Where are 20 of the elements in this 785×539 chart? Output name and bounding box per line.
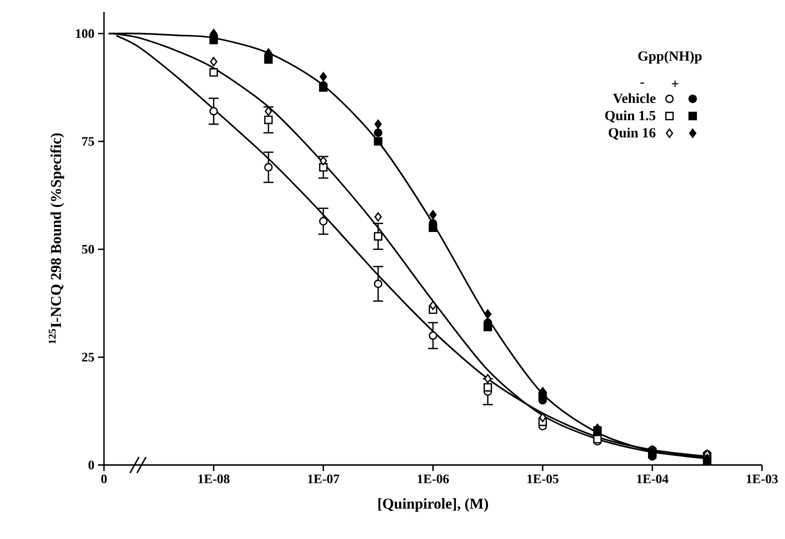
x-tick-label: 1E-07 bbox=[308, 474, 340, 484]
x-tick-label: 1E-04 bbox=[637, 474, 668, 484]
x-axis-title: [Quinpirole], (M) bbox=[378, 498, 488, 512]
legend-title: Gpp(NH)p bbox=[638, 50, 702, 64]
legend-label: Quin 1.5 bbox=[605, 110, 656, 122]
x-tick-label: 1E-03 bbox=[746, 474, 778, 484]
annotation: - bbox=[640, 82, 644, 84]
x-tick-label: 0 bbox=[101, 474, 107, 484]
annotation: + bbox=[672, 80, 678, 88]
y-tick-label: 100 bbox=[76, 29, 94, 38]
y-tick-label: 0 bbox=[88, 460, 94, 470]
x-tick-label: 1E-06 bbox=[418, 474, 449, 484]
y-tick-label: 50 bbox=[82, 244, 94, 254]
x-tick-label: 1E-05 bbox=[527, 474, 558, 484]
legend-label: Quin 16 bbox=[608, 128, 656, 140]
y-tick-label: 75 bbox=[82, 137, 94, 146]
legend-label: Vehicle bbox=[613, 93, 656, 104]
y-axis-title: $^{125}$I-NCQ 298 Bound (%Specific) bbox=[48, 133, 64, 344]
x-tick-label: 1E-08 bbox=[198, 474, 230, 484]
y-tick-label: 25 bbox=[82, 352, 94, 362]
